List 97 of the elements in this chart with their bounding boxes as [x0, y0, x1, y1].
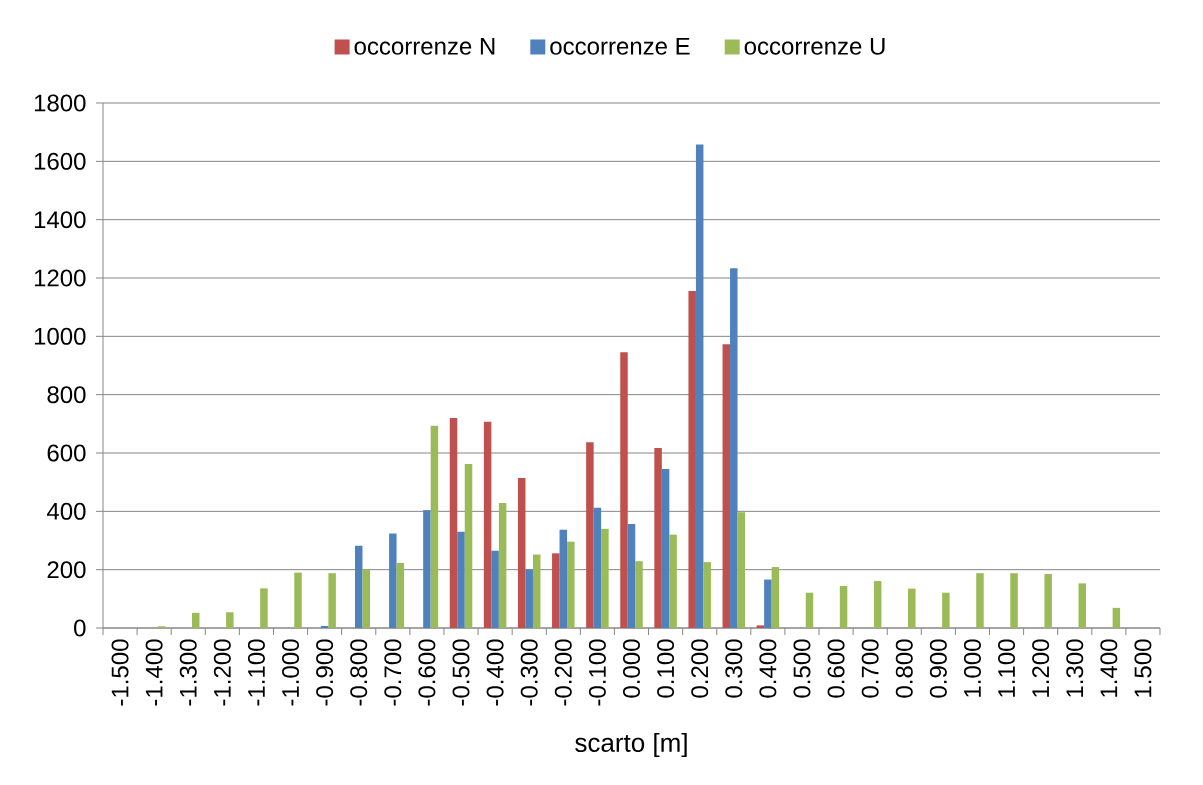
bar — [464, 464, 473, 628]
y-tick-label: 0 — [74, 619, 86, 637]
x-tick-label: -1.100 — [247, 639, 265, 706]
bar — [552, 553, 560, 628]
bar — [771, 567, 780, 628]
bar — [703, 562, 711, 628]
bar — [362, 569, 370, 628]
bar — [839, 586, 848, 628]
y-tick-label: 1400 — [34, 211, 86, 229]
x-tick-label: -1.200 — [213, 639, 231, 706]
bar — [756, 625, 765, 628]
legend-label: occorrenze N — [354, 37, 495, 55]
bar — [532, 554, 541, 628]
x-tick-label: 0.400 — [759, 639, 777, 698]
x-tick-label: 0.200 — [691, 639, 709, 698]
x-tick-label: 1.100 — [998, 639, 1016, 697]
bar — [559, 529, 568, 628]
bar — [737, 512, 746, 628]
bar — [695, 144, 704, 628]
bar — [320, 625, 329, 628]
bar — [423, 510, 431, 628]
bar — [1044, 574, 1052, 628]
x-tick-label: -0.200 — [554, 639, 572, 706]
x-tick-label: 0.900 — [929, 639, 947, 698]
x-tick-label: -0.300 — [520, 639, 538, 706]
bar — [1112, 607, 1121, 628]
bar — [669, 534, 677, 628]
bar — [1010, 573, 1018, 628]
x-tick-label: -0.500 — [452, 639, 470, 706]
legend-label: occorrenze U — [744, 37, 885, 55]
bar — [525, 569, 533, 628]
x-tick-label: -1.500 — [111, 639, 129, 706]
bar — [449, 418, 458, 628]
x-tick-label: -0.700 — [384, 639, 402, 706]
bar — [764, 579, 772, 628]
x-tick-label: 0.500 — [793, 639, 811, 698]
bar — [654, 448, 662, 628]
legend-label: occorrenze E — [550, 37, 690, 55]
x-tick-label: 1.300 — [1066, 639, 1084, 697]
bar — [976, 573, 984, 628]
x-tick-label: 0.800 — [895, 639, 913, 698]
x-tick-label: 0.700 — [861, 639, 879, 698]
y-tick-label: 1800 — [34, 94, 86, 112]
bar — [593, 507, 602, 628]
bar — [396, 562, 405, 628]
x-tick-label: 1.500 — [1134, 639, 1152, 697]
bar — [483, 421, 492, 628]
x-tick-label: 0.300 — [725, 639, 743, 698]
x-tick-label: 0.000 — [622, 639, 640, 698]
bar — [491, 550, 499, 628]
bar — [627, 523, 636, 628]
bar — [688, 291, 696, 628]
bar — [294, 572, 302, 628]
bar — [908, 588, 916, 628]
y-tick-label: 1000 — [34, 327, 86, 345]
bar — [430, 425, 439, 628]
bar — [805, 592, 814, 628]
x-tick-label: -0.600 — [418, 639, 436, 706]
bar — [661, 469, 670, 628]
x-tick-label: -0.800 — [350, 639, 368, 706]
bar — [457, 531, 465, 628]
bar — [873, 581, 882, 628]
bar — [722, 344, 731, 628]
x-tick-label: -0.400 — [486, 639, 504, 706]
x-tick-label: 0.100 — [657, 639, 675, 698]
bar — [260, 588, 268, 628]
x-tick-label: 1.000 — [963, 639, 981, 697]
y-tick-label: 200 — [47, 561, 86, 579]
bar — [191, 612, 200, 628]
x-tick-label: 1.200 — [1032, 639, 1050, 697]
bar — [730, 268, 738, 628]
x-axis-title: scarto [m] — [575, 732, 687, 758]
bar — [1078, 583, 1086, 628]
x-tick-label: -1.400 — [145, 639, 163, 706]
bar — [567, 541, 575, 628]
y-tick-label: 600 — [47, 444, 86, 462]
y-tick-label: 400 — [46, 502, 86, 520]
y-tick-label: 800 — [47, 386, 86, 404]
x-tick-label: 0.600 — [827, 639, 845, 698]
y-tick-label: 1200 — [34, 269, 86, 287]
bar — [354, 545, 363, 628]
x-tick-label: -0.900 — [316, 639, 334, 706]
x-tick-label: -1.000 — [282, 639, 300, 706]
bar — [586, 442, 594, 628]
bar — [226, 612, 234, 628]
y-tick-label: 1600 — [34, 152, 86, 170]
bar — [328, 573, 336, 628]
bar — [389, 533, 397, 628]
bar — [942, 592, 950, 628]
x-tick-label: -0.100 — [588, 639, 606, 706]
bar — [620, 352, 628, 628]
x-tick-label: 1.400 — [1100, 639, 1118, 697]
bar — [517, 478, 526, 628]
bar — [635, 561, 643, 628]
x-tick-label: -1.300 — [179, 639, 197, 706]
bar — [498, 502, 507, 628]
bar — [601, 528, 609, 628]
